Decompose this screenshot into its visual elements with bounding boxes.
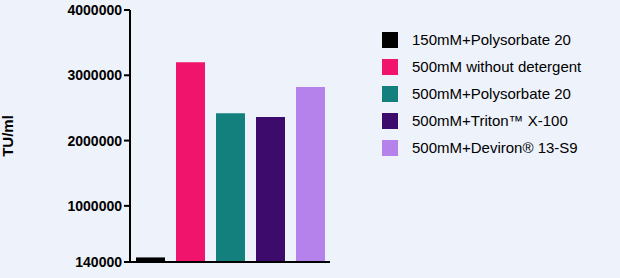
svg-text:4000000: 4000000 — [67, 2, 122, 18]
svg-text:140000: 140000 — [75, 254, 122, 270]
html-text:150mM+Polysorbate 20: 150mM+Polysorbate 20 — [412, 31, 571, 48]
svg-text:2000000: 2000000 — [67, 133, 122, 149]
html-text:500mM+Triton™ X-100: 500mM+Triton™ X-100 — [412, 112, 568, 129]
svg-text:1000000: 1000000 — [67, 198, 122, 214]
svg-text:TU/ml: TU/ml — [8, 115, 16, 157]
html-text:500mM+Polysorbate 20: 500mM+Polysorbate 20 — [412, 85, 571, 102]
html-text:500mM without detergent: 500mM without detergent — [412, 58, 582, 75]
svg-text:3000000: 3000000 — [67, 67, 122, 83]
html-text:500mM+Deviron® 13-S9: 500mM+Deviron® 13-S9 — [412, 139, 578, 156]
